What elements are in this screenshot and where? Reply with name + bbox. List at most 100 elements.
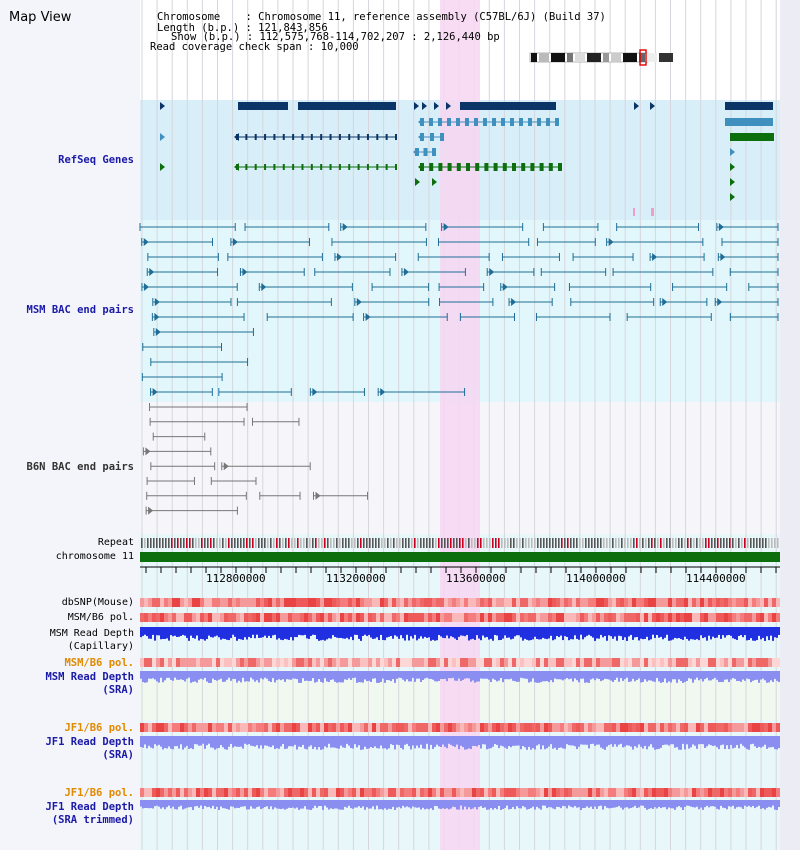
dbsnp-cell — [368, 598, 372, 607]
jf1-trim-depth-bar — [584, 800, 586, 808]
repeat-element — [438, 538, 440, 548]
msm-depth-bar — [320, 627, 322, 641]
msm-sra-depth-bar — [410, 671, 412, 682]
axis-tick-label: 113200000 — [326, 572, 386, 585]
msm-bac-pairs[interactable] — [139, 223, 779, 396]
track-label-msm-b6-pol-1[interactable]: MSM/B6 pol. — [67, 612, 134, 623]
track-label-msm-depth-sra-1[interactable]: MSM Read Depth — [45, 671, 134, 683]
msm-depth-bar — [716, 627, 718, 638]
dbsnp-cell — [444, 598, 448, 607]
jf1-sra-depth-bar — [754, 736, 756, 747]
track-label-refseq[interactable]: RefSeq Genes — [58, 154, 134, 166]
jf1-sra-depth-bar — [646, 736, 648, 750]
jf1-trim-depth-bar — [394, 800, 396, 810]
msm-b6-pol-cell — [276, 658, 280, 667]
jf1-trim-depth-bar — [694, 800, 696, 808]
jf1-trim-depth-bar — [384, 800, 386, 809]
jf1-trim-depth-bar — [536, 800, 538, 807]
msm-depth-bar — [656, 627, 658, 636]
gene-exon — [438, 118, 442, 126]
msm-sra-depth-bar — [252, 671, 254, 680]
msm-sra-depth-bar — [344, 671, 346, 680]
jf1-b6-pol-cell — [684, 788, 688, 797]
repeat-element — [315, 538, 317, 548]
msm-sra-depth-bar — [234, 671, 236, 679]
repeat-element — [624, 538, 626, 548]
b6n-bac-pairs[interactable] — [142, 403, 369, 515]
jf1-sra-depth-bar — [472, 736, 474, 746]
msm-b6-pol-cell — [680, 613, 684, 622]
jf1-b6-pol-cell — [308, 723, 312, 732]
msm-bac-pair-arrow — [261, 283, 267, 291]
gene-exon — [502, 163, 507, 171]
gene-exon — [521, 163, 526, 171]
jf1-sra-depth-bar — [710, 736, 712, 746]
jf1-b6-pol-cell — [456, 723, 460, 732]
jf1-sra-depth-bar — [164, 736, 166, 748]
msm-sra-depth-bar — [668, 671, 670, 682]
jf1-trim-depth-bar — [772, 800, 774, 806]
msm-b6-pol-cell — [184, 658, 188, 667]
gene-marker — [446, 102, 451, 110]
msm-depth-bar — [764, 627, 766, 641]
gene-exon — [301, 164, 304, 170]
jf1-sra-depth-bar — [230, 736, 232, 744]
dbsnp-cell — [600, 598, 604, 607]
dbsnp-cell — [716, 598, 720, 607]
jf1-sra-depth-bar — [262, 736, 264, 749]
msm-b6-pol-cell — [340, 658, 344, 667]
jf1-sra-depth-bar — [530, 736, 532, 750]
msm-b6-pol-cell — [756, 613, 760, 622]
dbsnp-cell — [332, 598, 336, 607]
msm-depth-bar — [302, 627, 304, 636]
dbsnp-cell — [548, 598, 552, 607]
jf1-sra-depth-bar — [508, 736, 510, 747]
repeat-element — [321, 538, 323, 548]
msm-sra-depth-bar — [590, 671, 592, 680]
jf1-sra-depth-bar — [270, 736, 272, 748]
track-label-msm-b6-pol-2[interactable]: MSM/B6 pol. — [64, 657, 134, 669]
jf1-b6-pol-cell — [172, 723, 176, 732]
track-label-jf1-b6-pol-2[interactable]: JF1/B6 pol. — [64, 787, 134, 799]
msm-sra-depth-bar — [220, 671, 222, 679]
track-label-msm-bac[interactable]: MSM BAC end pairs — [26, 304, 134, 316]
repeat-element — [669, 538, 671, 548]
jf1-sra-depth-bar — [768, 736, 770, 748]
msm-b6-pol-cell — [308, 613, 312, 622]
track-label-jf1-b6-pol-1[interactable]: JF1/B6 pol. — [64, 722, 134, 734]
jf1-trim-depth-bar — [468, 800, 470, 808]
msm-b6-pol-cell — [604, 613, 608, 622]
track-label-jf1-depth-sra-1[interactable]: JF1 Read Depth — [45, 736, 134, 748]
msm-depth-bar — [430, 627, 432, 641]
msm-depth-bar — [252, 627, 254, 635]
repeat-element — [585, 538, 587, 548]
msm-depth-bar — [246, 627, 248, 640]
msm-depth-bar — [220, 627, 222, 640]
dbsnp-cell — [284, 598, 288, 607]
msm-depth-bar — [396, 627, 398, 637]
gene-block — [238, 102, 288, 110]
msm-sra-depth-bar — [646, 671, 648, 682]
msm-b6-pol-cell — [224, 613, 228, 622]
msm-b6-pol-cell — [304, 658, 308, 667]
refseq-genes[interactable] — [160, 102, 774, 216]
msm-depth-bar — [696, 627, 698, 640]
repeat-element — [636, 538, 638, 548]
msm-b6-pol-cell — [204, 613, 208, 622]
jf1-b6-pol-cell — [704, 788, 708, 797]
msm-sra-depth-bar — [226, 671, 228, 680]
track-label-msm-depth-cap-1[interactable]: MSM Read Depth — [49, 628, 134, 639]
track-label-dbsnp[interactable]: dbSNP(Mouse) — [61, 597, 134, 608]
repeat-element — [453, 538, 455, 548]
jf1-sra-depth-bar — [446, 736, 448, 749]
msm-depth-bar — [536, 627, 538, 640]
msm-depth-bar — [466, 627, 468, 636]
jf1-b6-pol-cell — [644, 723, 648, 732]
jf1-trim-depth-bar — [148, 800, 150, 809]
gene-exon — [483, 118, 487, 126]
track-label-b6n-bac[interactable]: B6N BAC end pairs — [26, 461, 134, 473]
dbsnp-cell — [380, 598, 384, 607]
track-label-jf1-depth-trim-1[interactable]: JF1 Read Depth — [45, 801, 134, 813]
msm-sra-depth-bar — [666, 671, 668, 683]
